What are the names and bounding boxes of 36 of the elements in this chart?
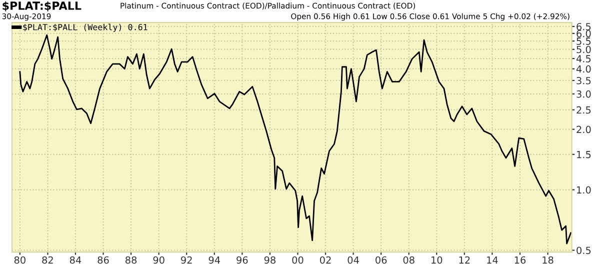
x-tick-label: 18 — [542, 256, 554, 264]
x-tick-label: 86 — [98, 256, 109, 264]
y-tick-label: 1.0 — [577, 186, 591, 194]
x-tick-label: 84 — [70, 256, 82, 264]
x-tick-label: 96 — [236, 256, 248, 264]
x-tick-label: 90 — [153, 256, 164, 264]
y-tick-label: 3.5 — [576, 76, 591, 84]
x-tick-label: 02 — [320, 256, 331, 264]
x-tick-label: 82 — [42, 256, 53, 264]
x-tick-label: 80 — [14, 256, 26, 264]
x-tick-label: 16 — [514, 256, 526, 264]
y-tick-label: 2.5 — [576, 106, 591, 114]
y-tick-label: 0.5 — [576, 246, 591, 254]
x-tick-label: 98 — [264, 256, 276, 264]
y-tick-label: 5.0 — [576, 46, 591, 54]
x-tick-label: 12 — [459, 256, 470, 264]
y-tick-label: 4.5 — [576, 55, 591, 62]
x-tick-label: 10 — [432, 256, 442, 264]
legend-label: $PLAT:$PALL (Weekly) 0.61 — [23, 24, 148, 32]
x-tick-label: 04 — [348, 256, 359, 264]
y-tick-label: 1.5 — [577, 151, 591, 158]
y-tick-label: 6.0 — [576, 30, 591, 38]
y-tick-label: 2.0 — [576, 126, 591, 134]
line-series — [19, 34, 572, 244]
x-tick-label: 00 — [292, 256, 304, 264]
x-tick-label: 92 — [181, 256, 192, 264]
x-tick-label: 94 — [208, 256, 220, 264]
x-tick-label: 08 — [403, 256, 414, 264]
y-tick-label: 3.0 — [576, 90, 591, 98]
x-tick-label: 88 — [126, 256, 137, 264]
x-tick-label: 14 — [487, 256, 498, 264]
x-tick-label: 06 — [376, 256, 387, 264]
y-tick-label: 4.0 — [576, 65, 591, 73]
chart-title: $PLAT:$PALL — [2, 1, 82, 12]
y-tick-label: 6.5 — [576, 22, 591, 30]
y-tick-label: 5.5 — [576, 38, 591, 45]
